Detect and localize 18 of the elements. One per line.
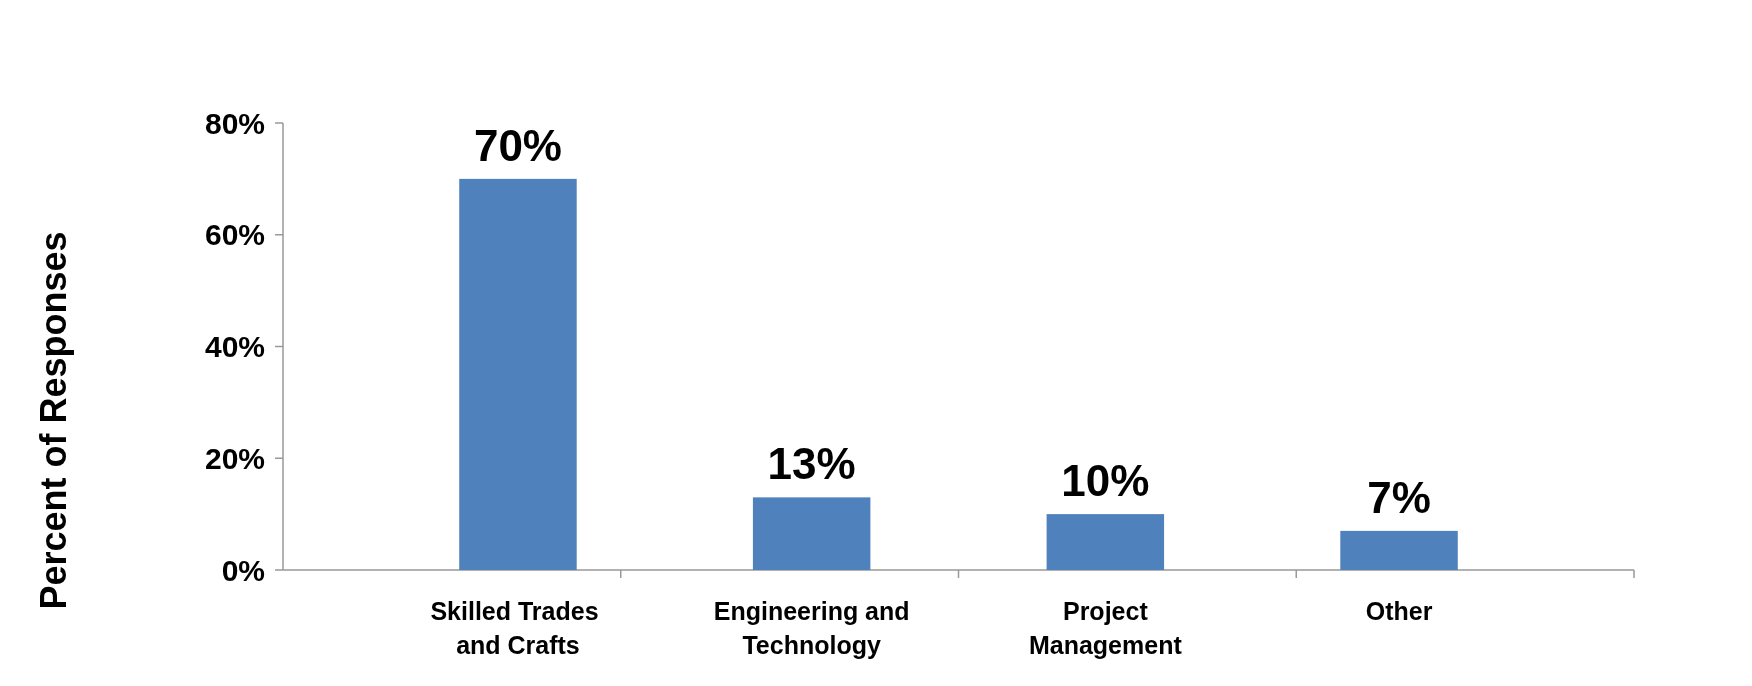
bar: [1340, 530, 1458, 570]
y-tick-label: 40%: [204, 330, 265, 363]
x-tick-label: Project Management: [1028, 597, 1183, 659]
data-label: 10%: [1061, 456, 1150, 506]
y-tick-label: 0%: [221, 553, 265, 587]
data-label: 70%: [473, 120, 562, 170]
y-tick-label: 60%: [204, 218, 265, 252]
y-tick-label: 80%: [204, 106, 265, 140]
bar: [459, 178, 577, 570]
data-label: 7%: [1367, 472, 1431, 522]
y-tick-label: 20%: [204, 441, 265, 475]
x-tick-label: Engineering and Technology: [713, 597, 910, 659]
x-tick-label: Skilled Trades and Crafts: [430, 597, 606, 659]
data-label: 13%: [767, 439, 856, 489]
bar: [752, 497, 871, 570]
bar: [1046, 514, 1165, 570]
x-tick-label: Other: [1365, 597, 1433, 625]
y-axis-title: Percent of Responses: [33, 231, 74, 610]
